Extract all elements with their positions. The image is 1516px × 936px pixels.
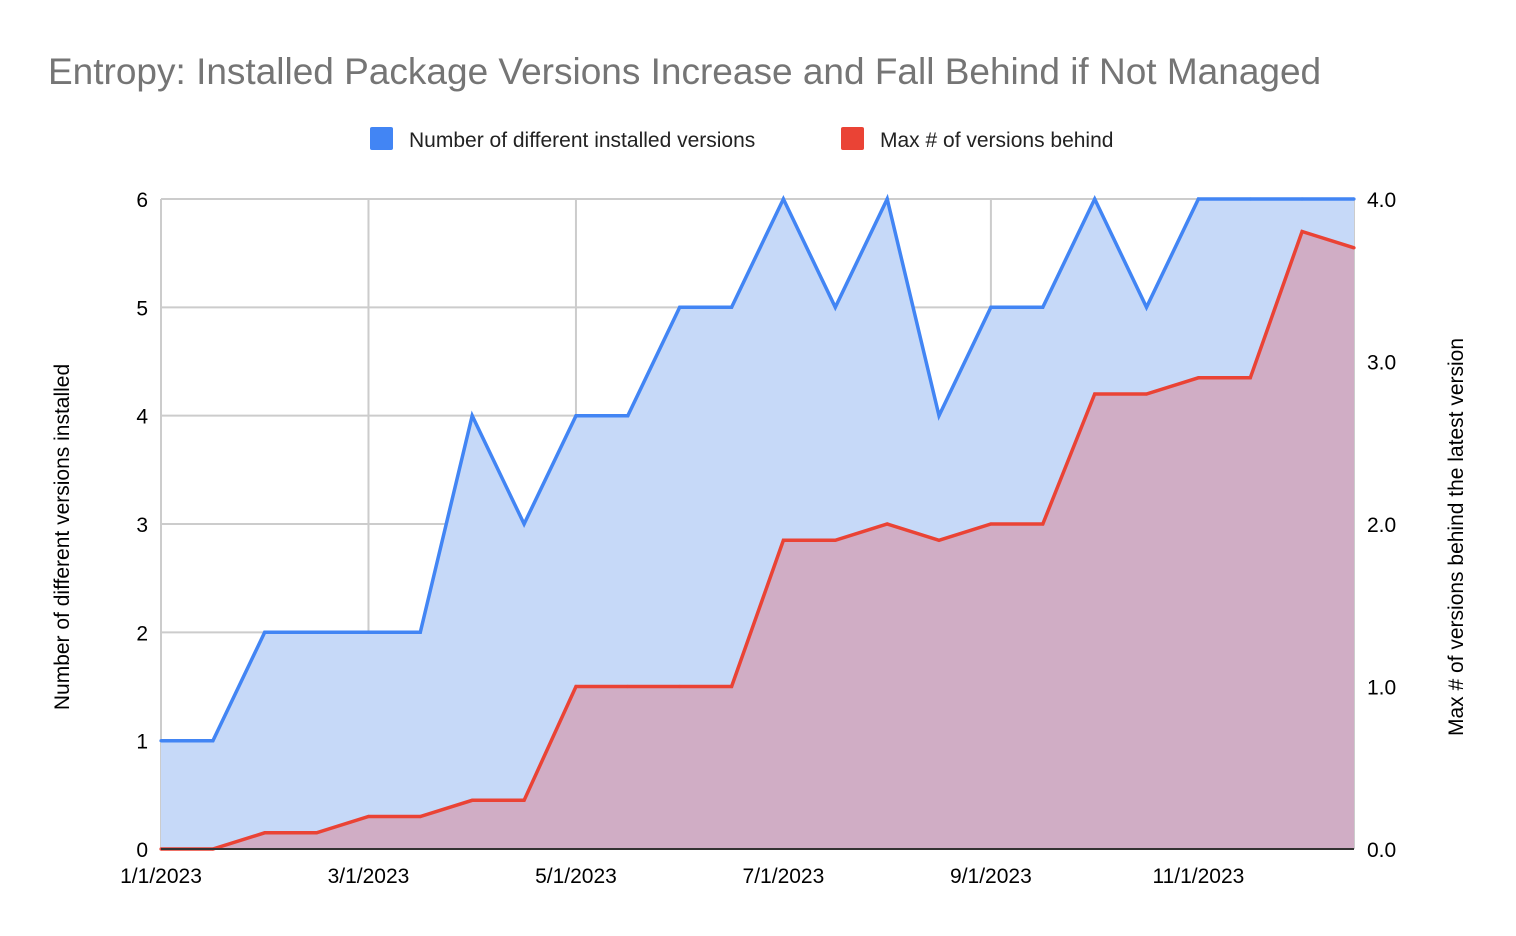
point-series-0 <box>315 630 319 634</box>
point-series-1 <box>315 831 319 835</box>
point-series-1 <box>885 522 889 526</box>
point-series-1 <box>1352 246 1356 250</box>
point-series-0 <box>833 305 837 309</box>
axes: 0 1 2 3 4 5 6 0.0 1.0 2.0 3.0 4.0 1/1/2023 3/1/2023 5/… <box>120 189 1396 888</box>
legend-label-installed-versions: Number of different installed versions <box>409 129 755 152</box>
point-series-0 <box>678 305 682 309</box>
point-series-0 <box>1093 197 1097 201</box>
point-series-0 <box>366 630 371 634</box>
y-left-tick-label: 1 <box>136 731 148 754</box>
point-series-0 <box>1352 197 1356 201</box>
point-series-0 <box>885 197 889 201</box>
point-series-1 <box>366 814 371 819</box>
legend: Number of different installed versions M… <box>370 127 1113 152</box>
y-left-tick-label: 5 <box>136 297 148 320</box>
point-series-0 <box>626 414 630 418</box>
x-tick-label: 9/1/2023 <box>950 865 1032 888</box>
y-right-tick-label: 0.0 <box>1367 839 1396 862</box>
y-right-tick-label: 2.0 <box>1367 514 1396 537</box>
point-series-0 <box>211 739 215 743</box>
point-series-1 <box>1041 522 1045 526</box>
y-axis-right-title: Max # of versions behind the latest vers… <box>1445 338 1468 736</box>
point-series-0 <box>937 414 941 418</box>
y-right-tick-label: 1.0 <box>1367 677 1396 700</box>
point-series-1 <box>1144 392 1149 396</box>
point-series-0 <box>574 414 578 418</box>
point-series-1 <box>730 684 734 689</box>
point-series-0 <box>989 305 993 309</box>
point-series-0 <box>1041 305 1045 309</box>
chart-title: Entropy: Installed Package Versions Incr… <box>48 51 1321 92</box>
point-series-1 <box>833 538 837 542</box>
point-series-0 <box>159 739 163 743</box>
point-series-0 <box>1248 197 1252 201</box>
y-left-tick-label: 3 <box>136 514 148 537</box>
legend-swatch-installed-versions <box>370 127 393 150</box>
point-series-0 <box>730 305 734 309</box>
point-series-1 <box>522 798 526 802</box>
y-left-tick-label: 0 <box>136 839 148 862</box>
y-right-tick-label: 4.0 <box>1367 189 1396 212</box>
area-series-1 <box>161 231 1354 849</box>
line-series-1 <box>161 229 1355 851</box>
point-series-1 <box>1248 376 1252 380</box>
point-series-1 <box>678 684 682 689</box>
x-tick-label: 11/1/2023 <box>1152 865 1244 888</box>
legend-swatch-versions-behind <box>841 127 864 150</box>
y-axis-left-title: Number of different versions installed <box>51 364 74 710</box>
point-series-1 <box>574 684 578 689</box>
point-series-0 <box>1196 197 1200 201</box>
point-series-1 <box>263 831 267 835</box>
x-tick-label: 5/1/2023 <box>535 865 617 888</box>
plot-areas <box>161 199 1354 849</box>
y-left-tick-label: 2 <box>136 622 148 645</box>
point-series-1 <box>937 538 941 542</box>
point-series-1 <box>418 814 422 819</box>
point-series-0 <box>418 630 422 634</box>
point-series-1 <box>470 798 474 802</box>
point-series-1 <box>626 684 630 689</box>
point-series-0 <box>1144 305 1149 309</box>
point-series-1 <box>1300 229 1304 234</box>
x-tick-label: 1/1/2023 <box>120 865 202 888</box>
line-series-0 <box>161 193 1354 743</box>
y-right-tick-label: 3.0 <box>1367 352 1396 375</box>
legend-label-versions-behind: Max # of versions behind <box>880 129 1113 152</box>
point-series-0 <box>522 522 526 526</box>
plot-lines <box>159 193 1356 851</box>
point-series-1 <box>781 538 786 542</box>
point-series-1 <box>1196 376 1200 380</box>
y-left-tick-label: 6 <box>136 189 148 212</box>
point-series-1 <box>1093 392 1097 396</box>
point-series-0 <box>1300 197 1304 201</box>
point-series-0 <box>781 197 786 201</box>
x-tick-label: 3/1/2023 <box>328 865 410 888</box>
point-series-0 <box>470 414 474 418</box>
point-series-0 <box>263 630 267 634</box>
y-left-tick-label: 4 <box>136 406 148 429</box>
x-tick-label: 7/1/2023 <box>743 865 825 888</box>
point-series-1 <box>989 522 993 526</box>
